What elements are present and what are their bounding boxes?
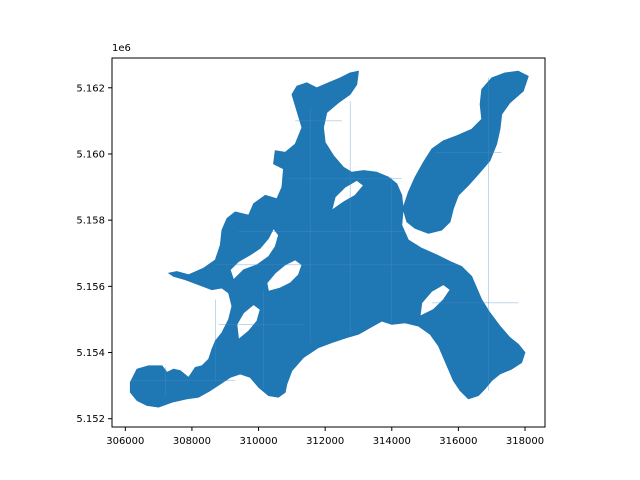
x-tick-label: 318000 (506, 436, 544, 447)
x-tick-label: 306000 (106, 436, 144, 447)
x-tick-label: 314000 (373, 436, 411, 447)
y-tick-label: 5.158 (76, 216, 105, 227)
axes-frame (111, 57, 546, 428)
tile-seam-lines (131, 77, 519, 396)
x-tick-label: 308000 (173, 436, 211, 447)
y-tick-label: 5.156 (76, 282, 105, 293)
x-axis-ticks: 306000 308000 310000 312000 314000 316000 3180… (106, 427, 544, 447)
x-tick-label: 312000 (306, 436, 344, 447)
y-tick-label: 5.162 (76, 83, 105, 94)
y-tick-label: 5.160 (76, 149, 105, 160)
y-axis-ticks: 5.152 5.154 5.156 5.158 5.160 5.162 (76, 83, 112, 425)
y-tick-label: 5.154 (76, 348, 105, 359)
map-area (129, 70, 529, 408)
y-axis-offset-label: 1e6 (112, 43, 131, 54)
y-tick-label: 5.152 (76, 414, 105, 425)
x-tick-label: 310000 (239, 436, 277, 447)
x-tick-label: 316000 (439, 436, 477, 447)
